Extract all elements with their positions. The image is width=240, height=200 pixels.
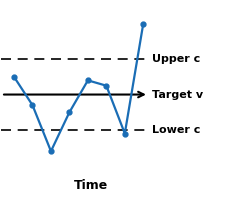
Text: Target v: Target v [152, 90, 203, 100]
Text: Lower c: Lower c [152, 125, 200, 135]
Text: Time: Time [74, 179, 108, 192]
Text: Upper c: Upper c [152, 54, 200, 64]
